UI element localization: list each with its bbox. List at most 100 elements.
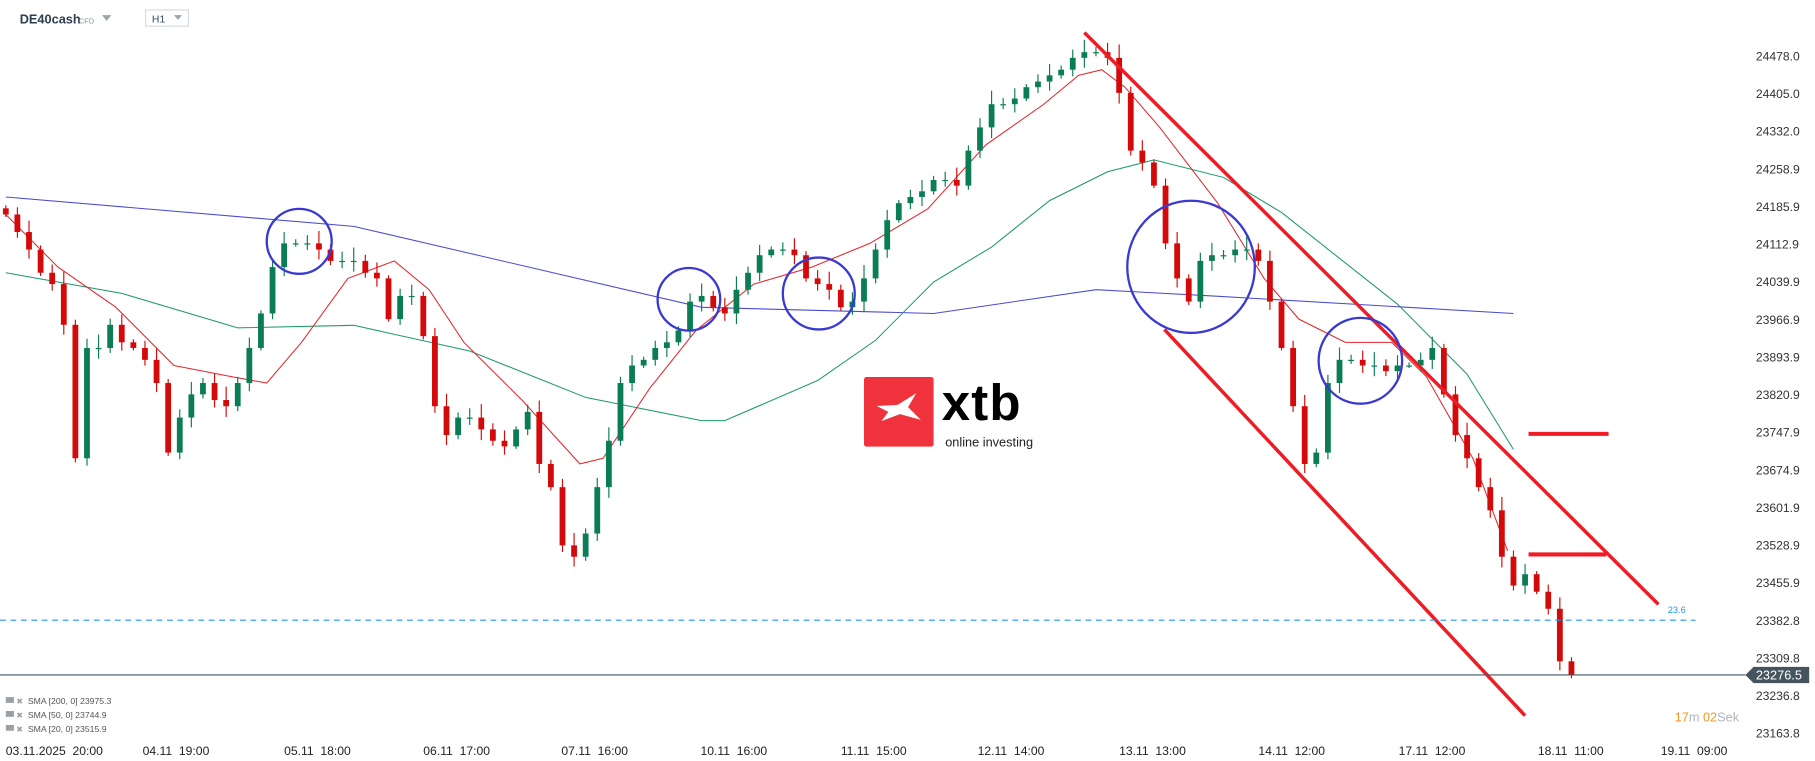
y-tick-label: 23455.9 xyxy=(1756,576,1800,590)
indicator-settings-icon[interactable] xyxy=(5,697,14,703)
indicator-label: SMA [20, 0] 23515.9 xyxy=(28,724,107,734)
candle xyxy=(1336,347,1343,393)
highlight-circle[interactable] xyxy=(1126,199,1257,335)
candle xyxy=(304,235,311,250)
x-tick-label: 14.11 12:00 xyxy=(1258,744,1325,758)
candle xyxy=(1533,571,1540,595)
candle xyxy=(1545,584,1552,615)
candle-body xyxy=(489,429,496,441)
candle-body xyxy=(1417,359,1424,366)
candle xyxy=(536,400,543,474)
candle xyxy=(1185,274,1192,305)
candle-body xyxy=(895,203,902,221)
indicator-sma-20[interactable]: ✖ SMA [20, 0] 23515.9 xyxy=(5,724,107,734)
highlight-circle[interactable] xyxy=(1317,316,1404,405)
candle xyxy=(350,247,357,272)
channel-lower-trendline[interactable] xyxy=(1163,328,1527,717)
candle-body xyxy=(1185,278,1192,302)
y-tick-label: 23236.8 xyxy=(1756,689,1800,703)
indicator-remove-icon[interactable]: ✖ xyxy=(16,697,23,706)
candle-body xyxy=(1127,92,1134,151)
highlight-circle[interactable] xyxy=(265,207,333,275)
candle xyxy=(95,334,102,359)
candle xyxy=(420,291,427,340)
drawings[interactable]: 23.6 xyxy=(0,31,1696,717)
indicator-settings-icon[interactable] xyxy=(5,711,14,717)
candle-body xyxy=(234,383,241,407)
y-axis[interactable]: 24478.0 24405.0 24332.0 24258.9 24185.9 24112… xyxy=(1756,49,1800,740)
candle xyxy=(432,327,438,413)
candle xyxy=(965,145,972,190)
candle xyxy=(1487,477,1494,518)
indicator-remove-icon[interactable]: ✖ xyxy=(16,725,23,734)
candle xyxy=(1035,74,1041,93)
symbol-dropdown-icon[interactable] xyxy=(102,15,112,21)
candle-body xyxy=(1359,359,1366,366)
candle-body xyxy=(605,440,612,488)
candle-body xyxy=(374,272,380,279)
candle-body xyxy=(339,260,346,263)
highlight-circle[interactable] xyxy=(656,266,722,332)
candle-body xyxy=(118,324,125,343)
candle-body xyxy=(745,272,751,290)
candle-body xyxy=(733,289,740,314)
indicator-remove-icon[interactable]: ✖ xyxy=(16,711,23,720)
candle xyxy=(756,244,763,281)
candle-body xyxy=(1301,406,1308,464)
candle xyxy=(988,90,995,139)
candle-body xyxy=(1220,255,1227,257)
candle xyxy=(872,243,879,284)
candle-body xyxy=(675,330,682,343)
candle-body xyxy=(791,249,798,256)
candle-body xyxy=(1093,52,1099,54)
symbol-name[interactable]: DE40cash xyxy=(20,11,81,26)
candle xyxy=(768,246,775,258)
indicator-legend: ✖ SMA [200, 0] 23975.3 ✖ SMA [50, 0] 237… xyxy=(5,696,112,734)
candle xyxy=(1406,362,1412,368)
candle xyxy=(1510,550,1517,591)
candle-body xyxy=(316,243,322,250)
candle xyxy=(547,459,554,491)
candle xyxy=(455,412,461,440)
candle xyxy=(942,171,949,187)
highlight-circle[interactable] xyxy=(781,256,856,331)
x-tick-label: 05.11 18:00 xyxy=(284,744,351,758)
indicator-settings-icon[interactable] xyxy=(5,724,14,731)
candle xyxy=(339,251,346,269)
timeframe-select-box[interactable] xyxy=(144,9,190,27)
sma-line xyxy=(5,196,1514,314)
x-axis[interactable]: 03.11.2025 20:00 04.11 19:00 05.11 18:00 06… xyxy=(6,744,1728,758)
timeframe-select[interactable]: H1 xyxy=(144,9,190,27)
candle-body xyxy=(501,440,508,447)
candle xyxy=(977,118,983,159)
candle xyxy=(501,430,508,455)
candle xyxy=(188,381,195,428)
candle-body xyxy=(223,400,230,407)
candle xyxy=(269,259,276,320)
candle-body xyxy=(1510,556,1517,586)
candle-body xyxy=(2,208,9,215)
candle-body xyxy=(72,324,79,459)
candle xyxy=(408,284,415,306)
candle xyxy=(142,340,148,366)
indicator-sma-200[interactable]: ✖ SMA [200, 0] 23975.3 xyxy=(5,696,112,706)
candle-body xyxy=(1464,435,1470,459)
candle-body xyxy=(153,359,160,384)
y-tick-label: 23528.9 xyxy=(1756,539,1800,553)
candle-body xyxy=(1000,104,1007,106)
candle xyxy=(1475,453,1482,492)
candle-body xyxy=(95,347,102,350)
candle-body xyxy=(872,249,879,279)
candle-body xyxy=(919,191,925,197)
candle-body xyxy=(942,179,949,182)
candle-body xyxy=(721,307,728,314)
candle-body xyxy=(814,278,821,285)
indicator-sma-50[interactable]: ✖ SMA [50, 0] 23744.9 xyxy=(5,710,107,720)
candle xyxy=(153,348,160,393)
chevron-down-icon xyxy=(173,15,183,20)
candle-body xyxy=(884,220,891,250)
candle-body xyxy=(397,295,404,320)
y-tick-label: 23966.9 xyxy=(1756,313,1800,327)
candle xyxy=(721,297,728,321)
